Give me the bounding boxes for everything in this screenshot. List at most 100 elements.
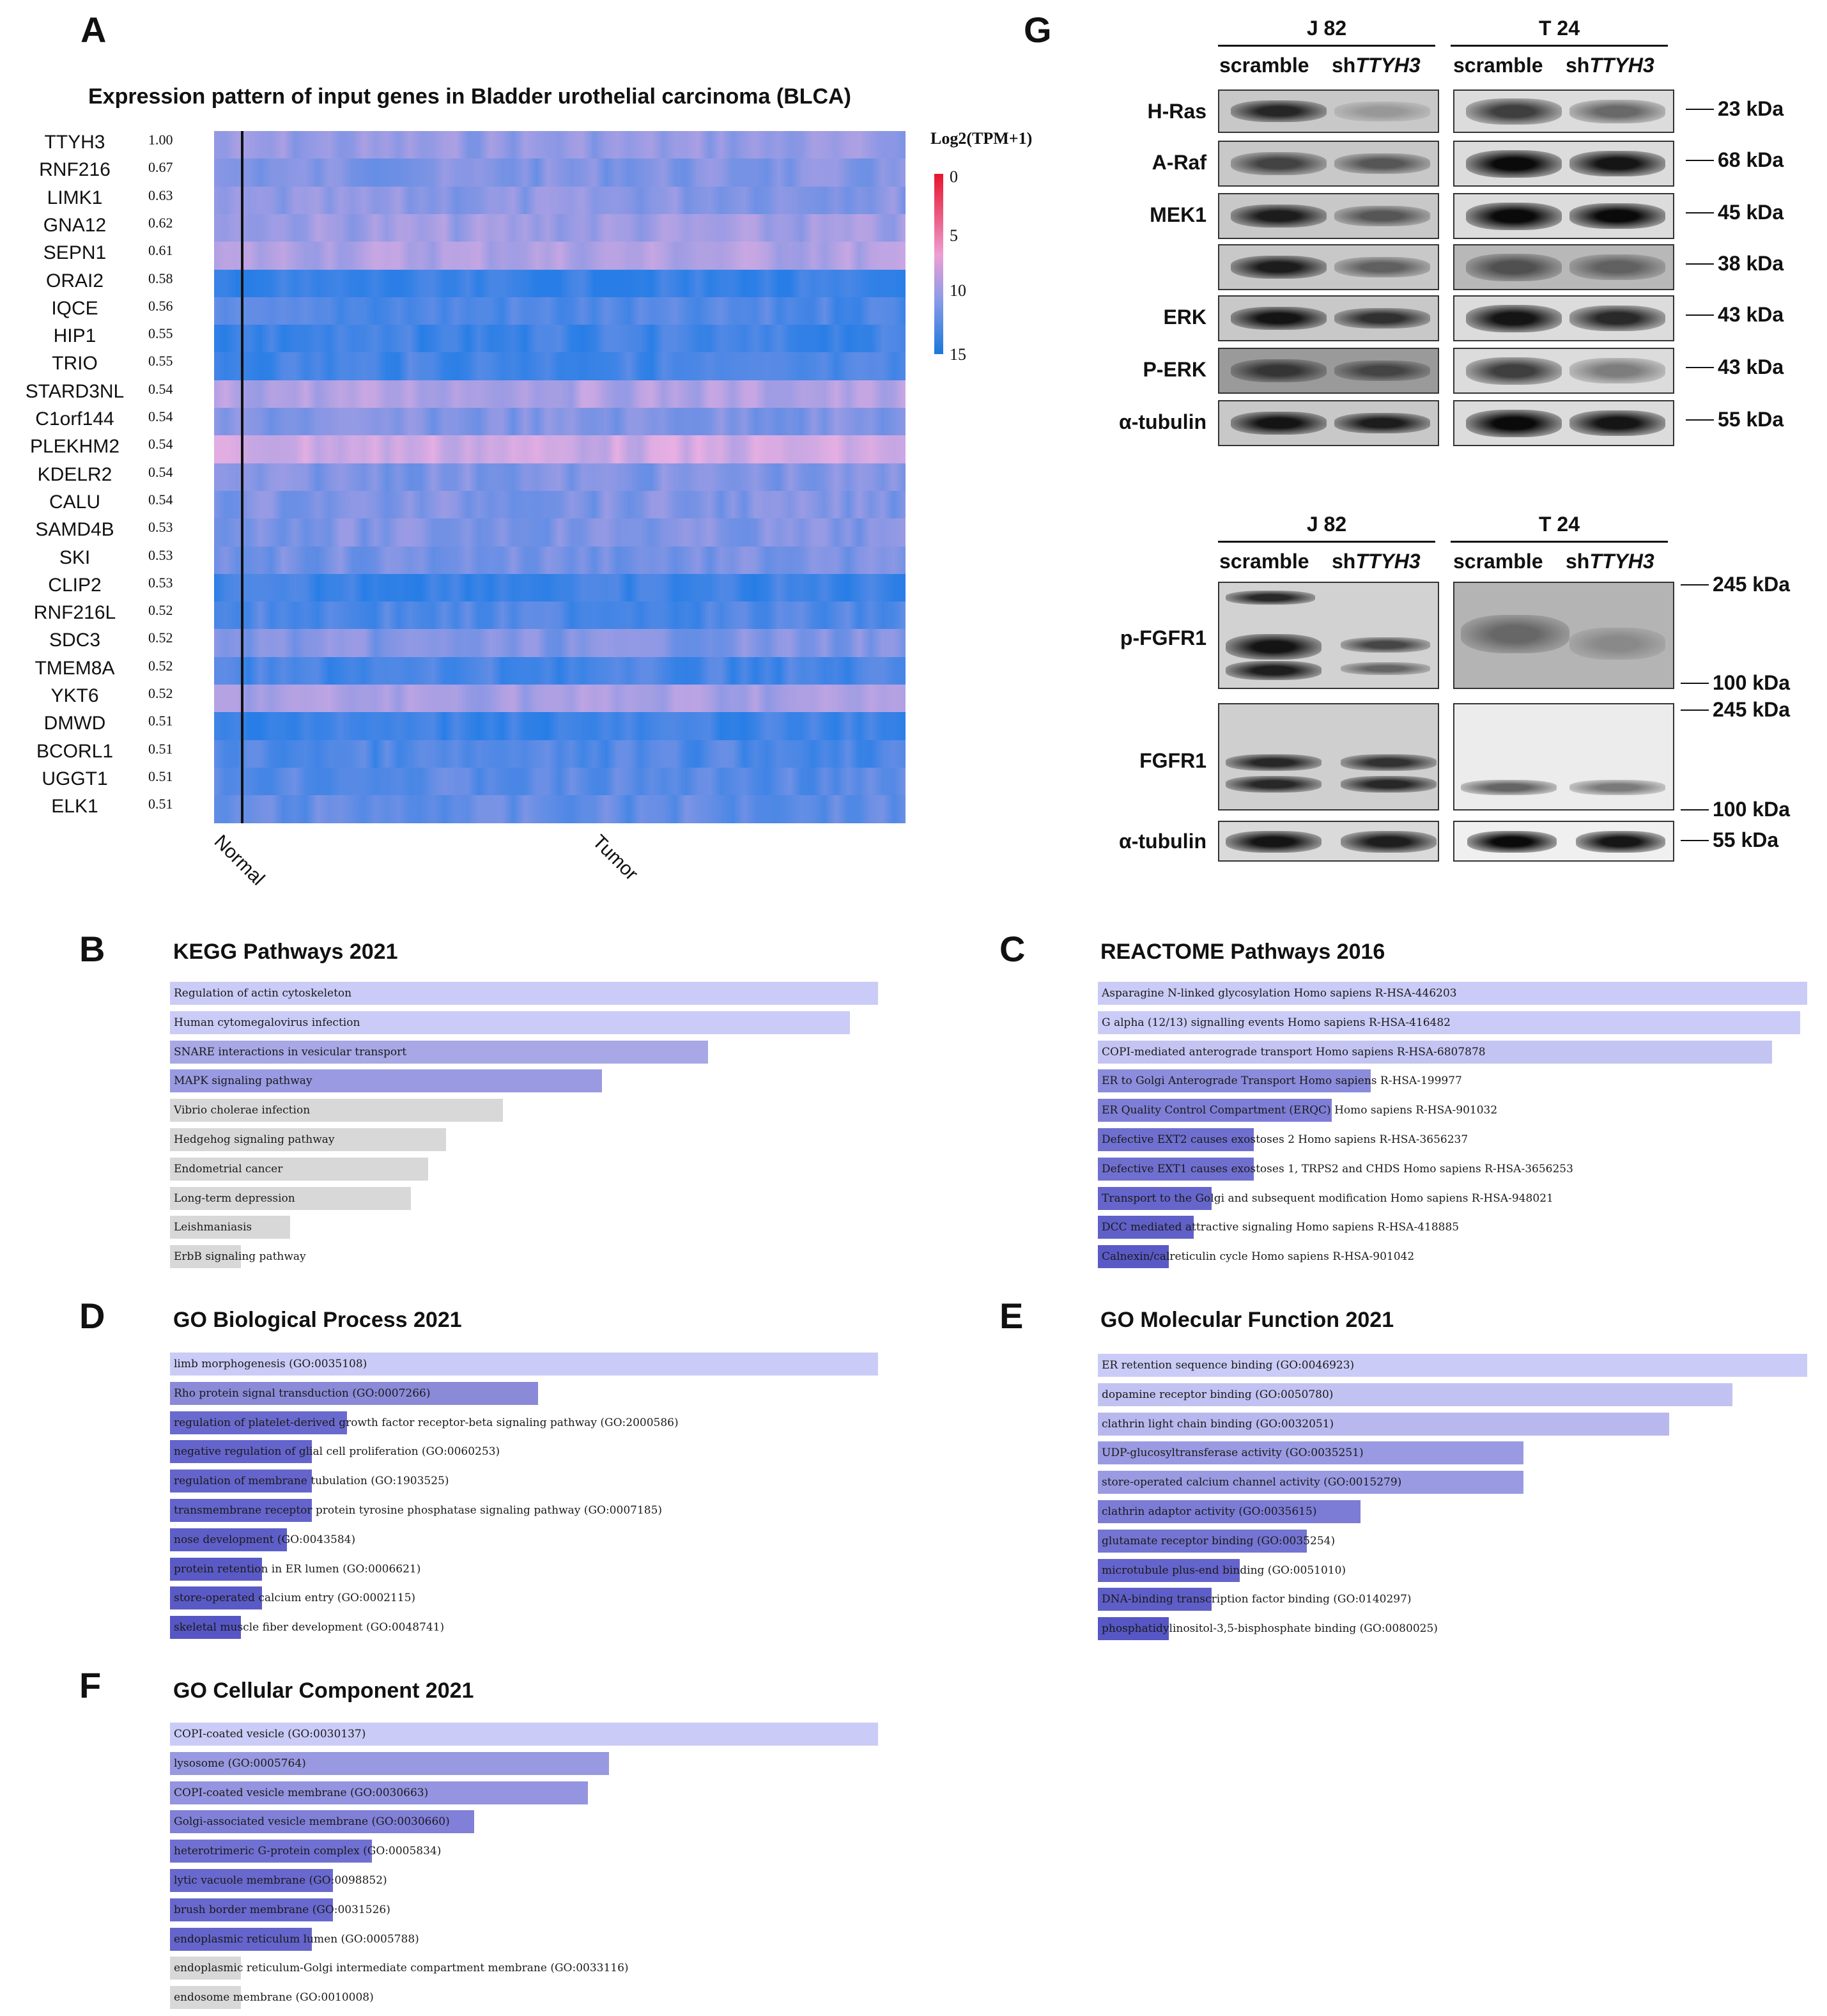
blot-protein-label: p-FGFR1 [1120,626,1206,649]
enrichment-bar [1098,1412,1669,1436]
enrichment-row: DCC mediated attractive signaling Homo s… [1098,1216,1807,1239]
enrichment-row: microtubule plus-end binding (GO:0051010… [1098,1558,1807,1582]
heatmap-row [214,352,906,381]
enrichment-bar [170,1781,588,1804]
enrichment-term-label: Hedgehog signaling pathway [174,1133,335,1146]
blot-band [1466,304,1562,333]
blot-membrane [1218,821,1439,862]
blot-kda-tick [1681,709,1709,711]
blot-band [1341,637,1430,653]
enrichment-term-label: endosome membrane (GO:0010008) [174,1991,374,2004]
enrichment-term-label: regulation of membrane tubulation (GO:19… [174,1475,449,1488]
blot-protein-label: H-Ras [1147,100,1206,123]
gene-correlation: 0.51 [148,768,173,784]
panel-letter-a: A [81,10,107,50]
enrichment-bar [1098,1011,1800,1034]
enrichment-term-label: DCC mediated attractive signaling Homo s… [1102,1221,1460,1234]
blot-band [1226,831,1322,853]
enrichment-term-label: COPI-coated vesicle membrane (GO:0030663… [174,1786,429,1799]
enrichment-bar [1098,982,1807,1005]
enrichment-term-label: Defective EXT2 causes exostoses 2 Homo s… [1102,1133,1469,1146]
blot-band [1334,206,1430,227]
gene-label: ELK1 [51,796,98,818]
blot-membrane [1453,193,1674,239]
enrichment-bar [170,1245,241,1269]
enrichment-bar [170,1011,850,1034]
blot-membrane [1218,244,1439,290]
enrichment-row: Regulation of actin cytoskeleton [170,982,878,1005]
enrichment-bar [170,1986,241,2010]
enrichment-bar [1098,1529,1307,1553]
blot-band [1226,754,1322,771]
blot-band [1467,831,1557,853]
enrichment-term-label: DNA-binding transcription factor binding… [1102,1593,1412,1606]
gene-correlation: 0.54 [148,380,173,397]
enrichment-bar [170,1898,333,1921]
enrichment-term-label: glutamate receptor binding (GO:0035254) [1102,1534,1336,1547]
gene-correlation: 0.54 [148,408,173,424]
blot-kda-tick [1686,367,1714,368]
enrichment-term-label: COPI-coated vesicle (GO:0030137) [174,1728,366,1741]
enrichment-row: regulation of platelet-derived growth fa… [170,1411,878,1434]
gene-label: SKI [59,547,91,568]
gene-label: BCORL1 [36,740,114,762]
blot-membrane [1453,295,1674,341]
blot-bottom-cond-j82-scramble: scramble [1219,550,1309,573]
blot-kda-label: 38 kDa [1718,252,1784,275]
enrichment-row: ErbB signaling pathway [170,1245,878,1269]
blot-protein-label: FGFR1 [1139,749,1206,772]
blot-band [1231,359,1327,382]
blot-protein-label: P-ERK [1143,358,1206,381]
heatmap-row [214,767,906,796]
blot-band [1341,831,1437,853]
gene-correlation: 0.53 [148,547,173,563]
blot-kda-label: 43 kDa [1718,303,1784,326]
blot-kda-tick [1686,314,1714,316]
enrichment-term-label: store-operated calcium channel activity … [1102,1476,1402,1489]
blot-membrane [1218,193,1439,239]
enrichment-row: protein retention in ER lumen (GO:000662… [170,1557,878,1581]
blot-band [1466,409,1562,438]
enrichment-bar [170,1616,241,1640]
heatmap-row [214,380,906,408]
enrichment-bar [170,1069,602,1093]
enrichment-bar [1098,1157,1254,1181]
blot-top-cond-j82-scramble: scramble [1219,54,1309,77]
gene-correlation: 0.52 [148,602,173,619]
panel-letter-g: G [1024,10,1052,50]
gene-correlation: 0.55 [148,325,173,342]
gene-italic: TTYH3 [1589,54,1654,77]
legend-tick-5: 5 [950,226,958,245]
blot-kda-tick [1686,263,1714,265]
enrichment-row: ER Quality Control Compartment (ERQC) Ho… [1098,1099,1807,1122]
blot-band [1226,661,1322,680]
enrichment-term-label: MAPK signaling pathway [174,1074,312,1088]
enrichment-term-label: clathrin adaptor activity (GO:0035615) [1102,1505,1317,1518]
enrichment-bar [170,1869,333,1892]
legend-tick-15: 15 [950,345,966,364]
blot-band [1569,99,1665,123]
enrichment-term-label: endoplasmic reticulum lumen (GO:0005788) [174,1932,419,1946]
enrichment-row: Leishmaniasis [170,1216,878,1239]
blot-band [1231,151,1327,175]
blot-bottom-group-t24: T 24 [1538,513,1580,536]
heatmap-row [214,601,906,630]
enrichment-row: UDP-glucosyltransferase activity (GO:003… [1098,1441,1807,1465]
enrichment-term-label: ErbB signaling pathway [174,1250,306,1264]
normal-tumor-divider [241,131,243,823]
enrichment-term-label: Rho protein signal transduction (GO:0007… [174,1386,431,1400]
enrichment-bar [1098,1186,1212,1210]
enrichment-term-label: ER to Golgi Anterograde Transport Homo s… [1102,1074,1462,1088]
gene-correlation: 0.52 [148,657,173,674]
heatmap-row [214,573,906,602]
legend-title: Log2(TPM+1) [930,129,1033,148]
gene-label: STARD3NL [25,380,125,402]
gene-correlation: 0.51 [148,713,173,729]
heatmap-row [214,435,906,464]
blot-kda-tick [1686,109,1714,110]
blot-band [1466,253,1562,282]
gene-italic: TTYH3 [1355,550,1421,573]
enrichment-term-label: COPI-mediated anterograde transport Homo… [1102,1045,1486,1058]
blot-band [1569,306,1665,331]
blot-top-group-t24: T 24 [1538,17,1580,40]
